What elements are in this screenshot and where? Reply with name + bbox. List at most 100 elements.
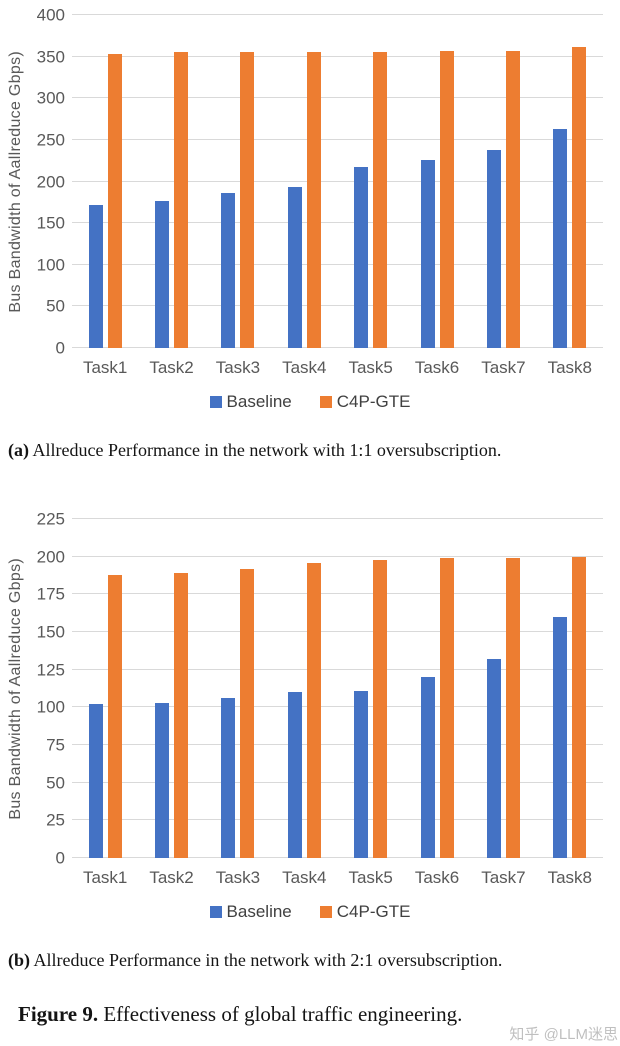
bar-c4p-gte bbox=[373, 52, 388, 348]
legend-label: C4P-GTE bbox=[336, 392, 411, 411]
x-tick-label-task2: Task2 bbox=[149, 868, 194, 887]
bar-c4p-gte bbox=[174, 52, 189, 348]
bar-group-task8 bbox=[537, 15, 603, 348]
y-tick-label: 0 bbox=[55, 848, 65, 868]
y-tick-label: 350 bbox=[36, 47, 65, 67]
chart-b: Bus Bandwidth of Aallreduce Gbps) 0 25 50 7… bbox=[0, 511, 620, 972]
bar-baseline bbox=[354, 166, 369, 348]
x-tick-label-task6: Task6 bbox=[414, 868, 460, 887]
gridline bbox=[72, 180, 603, 182]
bar-baseline bbox=[486, 659, 501, 858]
bar-c4p-gte bbox=[107, 54, 122, 348]
gridline bbox=[72, 819, 603, 821]
bar-baseline bbox=[486, 149, 501, 348]
gridline bbox=[72, 706, 603, 708]
gridline bbox=[72, 55, 603, 57]
y-axis-title-text: Bus Bandwidth of Aallreduce Gbps) bbox=[7, 50, 24, 313]
chart-b-body: Bus Bandwidth of Aallreduce Gbps) 0 25 50 7… bbox=[0, 511, 620, 867]
bar-baseline bbox=[553, 616, 568, 858]
bar-baseline bbox=[553, 129, 568, 348]
legend-swatch-icon bbox=[319, 396, 332, 408]
bar-groups bbox=[72, 519, 603, 858]
bar-groups bbox=[72, 15, 603, 348]
legend-item-c4p-gte: C4P-GTE bbox=[319, 902, 411, 922]
bar-baseline bbox=[155, 702, 170, 858]
y-tick-label: 125 bbox=[36, 660, 65, 680]
chart-a: Bus Bandwidth of Aallreduce Gbps) 0 50 100… bbox=[0, 7, 620, 462]
bar-group-task6 bbox=[404, 15, 470, 348]
gridline bbox=[72, 518, 603, 519]
bar-group-task2 bbox=[138, 519, 204, 858]
legend-item-baseline: Baseline bbox=[209, 392, 292, 412]
bar-c4p-gte bbox=[373, 559, 388, 858]
subfigure-caption-text: Allreduce Performance in the network wit… bbox=[33, 950, 503, 970]
figure-9: Bus Bandwidth of Aallreduce Gbps) 0 50 100… bbox=[0, 7, 620, 1046]
x-tick-label-task7: Task7 bbox=[481, 358, 526, 377]
bar-group-task1 bbox=[72, 15, 138, 348]
bar-c4p-gte bbox=[439, 50, 454, 348]
legend-label: C4P-GTE bbox=[336, 902, 411, 921]
gridline bbox=[72, 555, 603, 557]
bar-baseline bbox=[420, 159, 435, 348]
subfigure-label: (a) bbox=[8, 440, 29, 460]
bar-c4p-gte bbox=[107, 574, 122, 858]
gridline bbox=[72, 263, 603, 265]
bar-group-task4 bbox=[271, 519, 337, 858]
y-tick-label: 100 bbox=[36, 697, 65, 717]
bar-baseline bbox=[287, 187, 302, 348]
bar-baseline bbox=[420, 677, 435, 858]
subfigure-caption-b: (b) Allreduce Performance in the network… bbox=[8, 948, 614, 972]
bar-baseline bbox=[88, 204, 103, 348]
gridline bbox=[72, 97, 603, 99]
subfigure-caption-a: (a) Allreduce Performance in the network… bbox=[8, 438, 614, 462]
gridline bbox=[72, 347, 603, 348]
gridline bbox=[72, 222, 603, 224]
gridline bbox=[72, 668, 603, 670]
y-tick-label: 25 bbox=[46, 810, 65, 830]
gridline bbox=[72, 631, 603, 632]
legend-swatch-icon bbox=[319, 906, 332, 918]
y-tick-label: 150 bbox=[36, 622, 65, 642]
plot-area bbox=[72, 14, 603, 348]
bar-group-task3 bbox=[205, 15, 271, 348]
y-tick-label: 400 bbox=[36, 5, 65, 25]
bar-c4p-gte bbox=[572, 47, 587, 348]
gridline bbox=[72, 781, 603, 783]
y-tick-label: 75 bbox=[46, 735, 65, 755]
x-axis-labels: Task1 Task2 Task3 Task4 Task5 Task6 Task7 Task8 bbox=[72, 858, 603, 888]
legend: Baseline C4P-GTE bbox=[0, 392, 620, 412]
bar-group-task8 bbox=[537, 519, 603, 858]
x-tick-label-task7: Task7 bbox=[481, 868, 526, 887]
x-tick-label-task1: Task1 bbox=[82, 358, 128, 377]
bar-c4p-gte bbox=[240, 568, 255, 858]
bar-group-task7 bbox=[470, 519, 536, 858]
bar-group-task5 bbox=[338, 519, 404, 858]
y-tick-label: 200 bbox=[36, 172, 65, 191]
legend: Baseline C4P-GTE bbox=[0, 902, 620, 922]
bar-baseline bbox=[354, 690, 369, 858]
y-tick-label: 250 bbox=[36, 130, 65, 150]
figure-caption-text: Effectiveness of global traffic engineer… bbox=[103, 1002, 463, 1026]
y-tick-label: 0 bbox=[55, 338, 65, 358]
gridline bbox=[72, 305, 603, 307]
figure-caption-label: Figure 9. bbox=[18, 1002, 99, 1026]
y-tick-label: 175 bbox=[36, 584, 65, 604]
x-tick-label-task6: Task6 bbox=[414, 358, 460, 377]
bar-c4p-gte bbox=[439, 558, 454, 858]
y-tick-label: 150 bbox=[36, 213, 65, 233]
figure-caption: Figure 9. Effectiveness of global traffi… bbox=[18, 1000, 620, 1028]
y-tick-label: 200 bbox=[36, 547, 65, 567]
legend-label: Baseline bbox=[226, 902, 292, 921]
bar-baseline bbox=[88, 704, 103, 858]
bar-group-task1 bbox=[72, 519, 138, 858]
bar-group-task7 bbox=[470, 15, 536, 348]
bar-group-task6 bbox=[404, 519, 470, 858]
subfigure-label: (b) bbox=[8, 950, 30, 970]
chart-a-body: Bus Bandwidth of Aallreduce Gbps) 0 50 100… bbox=[0, 7, 620, 357]
bar-group-task3 bbox=[205, 519, 271, 858]
y-tick-label: 50 bbox=[46, 773, 65, 793]
x-tick-label-task4: Task4 bbox=[282, 868, 327, 887]
bar-c4p-gte bbox=[505, 50, 520, 348]
legend-item-baseline: Baseline bbox=[209, 902, 292, 922]
x-tick-label-task5: Task5 bbox=[348, 358, 393, 377]
